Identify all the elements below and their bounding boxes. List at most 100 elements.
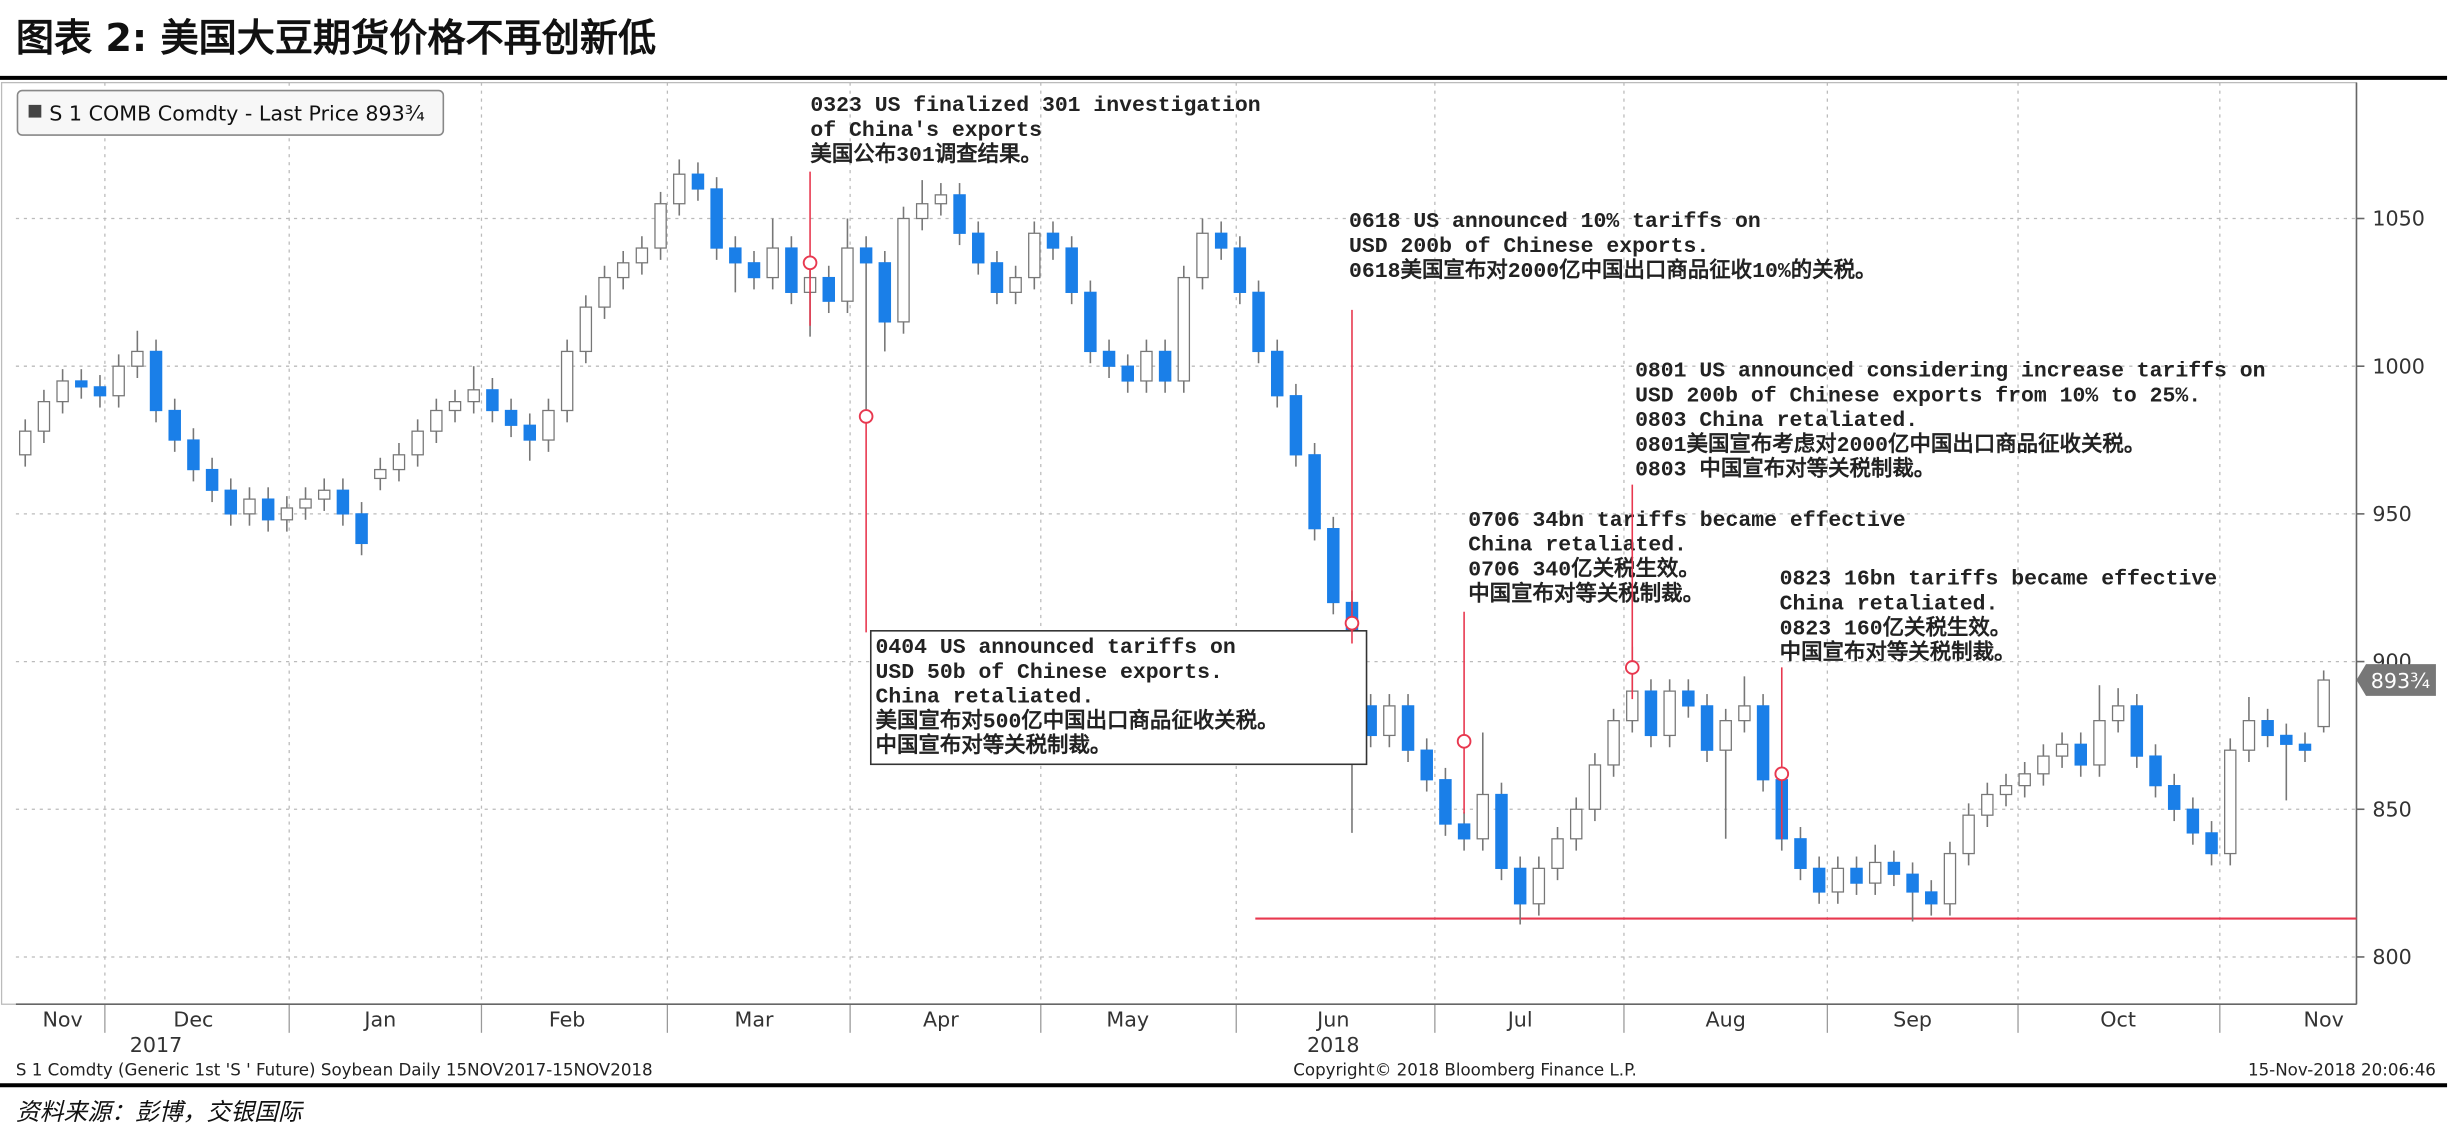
annotation-text: China retaliated.: [1468, 534, 1687, 558]
candle-body: [1102, 350, 1116, 367]
legend-box: [16, 89, 445, 136]
candle-body: [243, 498, 256, 515]
annotation-text: 0323 US finalized 301 investigation: [810, 94, 1260, 118]
candle-body: [317, 489, 331, 500]
annotation-text: 0823 160亿关税生效。: [1780, 614, 2012, 641]
candle-body: [897, 217, 910, 323]
candle-body: [93, 386, 107, 397]
candle-body: [579, 306, 593, 353]
candle-body: [1084, 291, 1097, 353]
legend-swatch: [28, 104, 42, 118]
candle-body: [2093, 720, 2106, 766]
x-tick-label: May: [1106, 1007, 1149, 1031]
candle-body: [785, 247, 798, 293]
annotation-text: 0803 中国宣布对等关税制裁。: [1635, 456, 1935, 483]
candle-body: [2037, 755, 2050, 775]
candle-body: [1794, 838, 1807, 869]
candle-body: [1196, 232, 1209, 279]
candle-body: [1046, 232, 1060, 249]
candle-body: [990, 262, 1004, 293]
candle-body: [504, 409, 518, 426]
x-tick-label: Feb: [549, 1007, 586, 1031]
candle-body: [1682, 690, 1695, 707]
candle-body: [467, 389, 480, 403]
annotation-text: China retaliated.: [1780, 593, 1999, 617]
candle-body: [2018, 773, 2031, 787]
candle-body: [729, 247, 742, 264]
annotation-text: 0801 US announced considering increase t…: [1635, 360, 2265, 384]
annotation-text: USD 200b of Chinese exports.: [1349, 235, 1709, 259]
candle-body: [635, 247, 649, 264]
candle-body: [1607, 720, 1620, 766]
y-tick-label: 1050: [2372, 207, 2425, 231]
legend-label: S 1 COMB Comdty - Last Price 893¾: [49, 102, 425, 126]
candle-body: [168, 409, 181, 441]
footer-right: 15-Nov-2018 20:06:46: [2248, 1061, 2436, 1080]
annotation-text: 0404 US announced tariffs on: [876, 636, 1236, 660]
x-tick-label: Dec: [173, 1007, 213, 1031]
candle-body: [1906, 873, 1919, 893]
candle-body: [1233, 247, 1247, 293]
candle-body: [1513, 867, 1527, 905]
candle-body: [1663, 690, 1676, 737]
candle-body: [2111, 705, 2125, 722]
candle-body: [1327, 528, 1340, 604]
candle-body: [56, 380, 69, 403]
candle-body: [299, 498, 312, 509]
candle-body: [1270, 350, 1284, 397]
annotation-text: 0803 China retaliated.: [1635, 409, 1918, 433]
annotation-marker: [1774, 766, 1790, 782]
candle-body: [1420, 749, 1433, 781]
annotation-box: [869, 630, 1368, 766]
candle-body: [430, 409, 443, 432]
annotation-text: 美国宣布对500亿中国出口商品征收关税。: [876, 707, 1279, 734]
candle-body: [187, 439, 200, 471]
candle-body: [2280, 734, 2293, 745]
candle-body: [355, 513, 368, 545]
annotation-text: 0706 34bn tariffs became effective: [1468, 509, 1905, 533]
candle-body: [131, 350, 144, 367]
candle-body: [1700, 705, 1714, 751]
candle-body: [1644, 690, 1658, 737]
candle-body: [75, 380, 88, 388]
candle-body: [1887, 861, 1901, 875]
x-year-label: 2018: [1307, 1033, 1360, 1057]
candle-body: [1401, 705, 1415, 751]
candle-body: [280, 507, 294, 521]
annotation-marker: [1456, 734, 1472, 749]
annotation-text: 0618 US announced 10% tariffs on: [1349, 210, 1761, 234]
candle-body: [1158, 350, 1172, 382]
candle-body: [486, 389, 499, 412]
candle-body: [2130, 705, 2144, 757]
candle-body: [1177, 276, 1191, 382]
candle-body: [542, 409, 555, 441]
candle-body: [1383, 705, 1396, 737]
candle-body: [1850, 867, 1863, 884]
candle-body: [859, 247, 873, 264]
candle-body: [747, 262, 761, 279]
candle-body: [1588, 764, 1602, 810]
candle-body: [2261, 720, 2274, 737]
candle-body: [1569, 808, 1583, 840]
candle-body: [616, 262, 630, 279]
candle-body: [1831, 867, 1845, 893]
last-price-tag: [2356, 664, 2436, 696]
candle-body: [1140, 350, 1153, 382]
candle-body: [1756, 705, 1770, 781]
candle-body: [374, 468, 387, 480]
candle-body: [18, 430, 32, 456]
candle-body: [1868, 861, 1882, 884]
y-tick-label: 800: [2372, 945, 2411, 969]
candle-body: [1999, 785, 2013, 796]
annotation-marker: [1624, 660, 1640, 675]
annotation-text: 0801美国宣布考虑对2000亿中国出口商品征收关税。: [1635, 431, 2145, 458]
candle-body: [1719, 720, 1732, 751]
candle-body: [1121, 365, 1134, 382]
candle-body: [598, 276, 611, 308]
annotation-marker: [802, 255, 818, 271]
candle-body: [149, 350, 163, 412]
x-tick-label: Mar: [735, 1007, 774, 1031]
candle-body: [934, 194, 948, 205]
x-year-label: 2017: [130, 1033, 183, 1057]
